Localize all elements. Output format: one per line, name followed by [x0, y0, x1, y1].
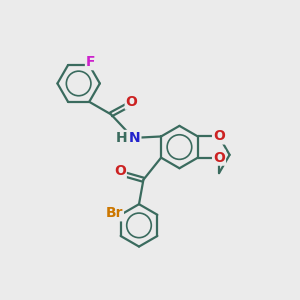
Text: Br: Br — [105, 206, 123, 220]
Text: O: O — [213, 130, 225, 143]
Text: H: H — [116, 131, 128, 145]
Text: O: O — [126, 95, 138, 109]
Text: N: N — [129, 131, 140, 145]
Text: O: O — [213, 151, 225, 165]
Text: F: F — [86, 55, 95, 69]
Text: O: O — [114, 164, 126, 178]
